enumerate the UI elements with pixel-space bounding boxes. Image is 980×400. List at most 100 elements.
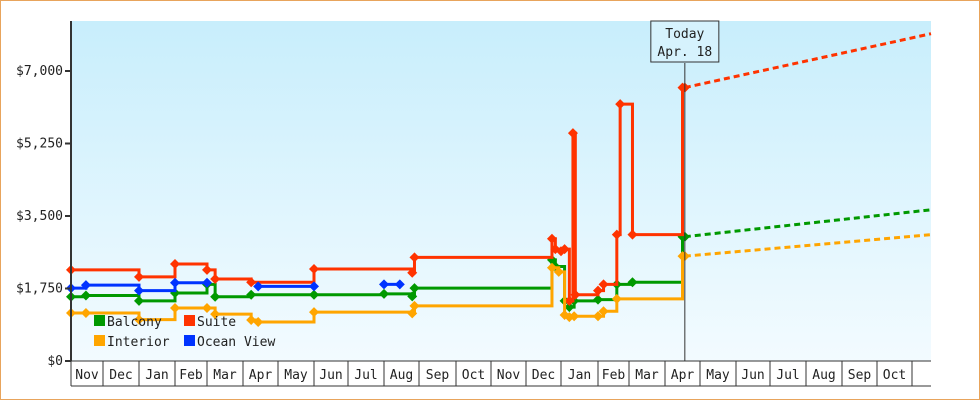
- data-point: [253, 317, 264, 328]
- data-point: [409, 283, 420, 294]
- x-tick-label: Mar: [635, 368, 659, 383]
- today-label: Today: [665, 27, 704, 42]
- data-point: [407, 291, 418, 302]
- x-tick-label: Nov: [497, 368, 521, 383]
- x-tick-label: Dec: [532, 368, 555, 383]
- data-point: [379, 288, 389, 299]
- data-point: [309, 281, 319, 292]
- x-tick-label: Jun: [741, 368, 764, 383]
- x-tick-label: May: [706, 368, 730, 383]
- data-point: [246, 314, 257, 325]
- data-point: [170, 302, 180, 313]
- x-tick-label: Apr: [671, 368, 695, 383]
- data-point: [246, 277, 257, 288]
- data-point: [379, 279, 389, 290]
- x-tick-label: Sep: [426, 368, 450, 383]
- data-point: [170, 259, 180, 270]
- x-tick-label: Feb: [602, 368, 626, 383]
- data-point: [210, 309, 221, 320]
- data-point: [546, 254, 557, 265]
- data-point: [615, 99, 626, 110]
- data-point: [570, 289, 581, 300]
- x-tick-label: Oct: [883, 368, 906, 383]
- x-tick-label: Jan: [145, 368, 168, 383]
- y-tick-label: $3,500: [16, 209, 63, 224]
- legend-label: Balcony: [107, 315, 162, 330]
- x-tick-label: Sep: [848, 368, 872, 383]
- data-point: [407, 267, 418, 278]
- data-point: [627, 229, 638, 240]
- y-tick-label: $5,250: [16, 137, 63, 152]
- x-tick-label: Dec: [109, 368, 132, 383]
- data-point: [593, 285, 603, 296]
- data-point: [564, 302, 575, 313]
- data-point: [598, 306, 609, 317]
- data-point: [567, 128, 578, 139]
- data-point: [210, 273, 221, 284]
- x-tick-label: Jul: [354, 368, 377, 383]
- x-tick-label: Nov: [75, 368, 99, 383]
- legend-label: Suite: [197, 315, 236, 330]
- plot-area: [71, 21, 931, 361]
- x-tick-label: May: [284, 368, 308, 383]
- legend-swatch: [94, 335, 105, 346]
- data-point: [394, 279, 405, 290]
- legend-swatch: [94, 315, 105, 326]
- x-tick-label: Aug: [390, 368, 413, 383]
- data-point: [593, 311, 603, 322]
- x-tick-label: Jul: [776, 368, 799, 383]
- data-point: [134, 271, 144, 282]
- data-point: [564, 295, 575, 306]
- data-point: [134, 285, 144, 296]
- data-point: [80, 280, 91, 291]
- y-tick-label: $1,750: [16, 282, 63, 297]
- data-point: [202, 302, 212, 313]
- legend-label: Interior: [107, 335, 170, 350]
- today-box: [650, 20, 720, 63]
- x-tick-label: Feb: [179, 368, 203, 383]
- x-tick-label: Apr: [249, 368, 273, 383]
- data-point: [593, 294, 603, 305]
- x-tick-label: Oct: [462, 368, 485, 383]
- forecast-line: [684, 32, 932, 90]
- data-point: [80, 290, 91, 301]
- data-point: [202, 264, 212, 275]
- data-point: [611, 229, 622, 240]
- data-point: [409, 252, 420, 263]
- data-point: [569, 311, 580, 322]
- data-point: [546, 262, 557, 273]
- data-point: [210, 291, 221, 302]
- series-suite: [66, 32, 932, 306]
- data-point: [598, 279, 609, 290]
- data-point: [409, 300, 420, 311]
- data-point: [80, 307, 91, 318]
- series-ocean-view: [66, 277, 405, 296]
- data-point: [246, 289, 257, 300]
- legend-swatch: [184, 335, 195, 346]
- data-point: [309, 307, 319, 318]
- forecast-line: [684, 208, 932, 239]
- today-date: Apr. 18: [657, 45, 712, 60]
- data-point: [559, 244, 570, 255]
- data-point: [309, 264, 319, 275]
- data-point: [134, 295, 144, 306]
- data-point: [202, 277, 212, 288]
- x-tick-label: Jun: [319, 368, 342, 383]
- x-tick-label: Jan: [568, 368, 591, 383]
- data-point: [627, 277, 638, 288]
- y-tick-label: $0: [47, 354, 63, 369]
- data-point: [170, 277, 180, 288]
- data-point: [611, 293, 622, 304]
- data-point: [253, 281, 264, 292]
- forecast-line: [684, 233, 932, 258]
- data-point: [134, 314, 144, 325]
- today-marker: Today Apr. 18: [650, 20, 720, 361]
- legend-label: Ocean View: [197, 335, 275, 350]
- x-tick-label: Mar: [213, 368, 237, 383]
- data-point: [309, 289, 319, 300]
- x-tick-label: Aug: [812, 368, 835, 383]
- data-point: [407, 308, 418, 319]
- data-point: [546, 233, 557, 244]
- legend-swatch: [184, 315, 195, 326]
